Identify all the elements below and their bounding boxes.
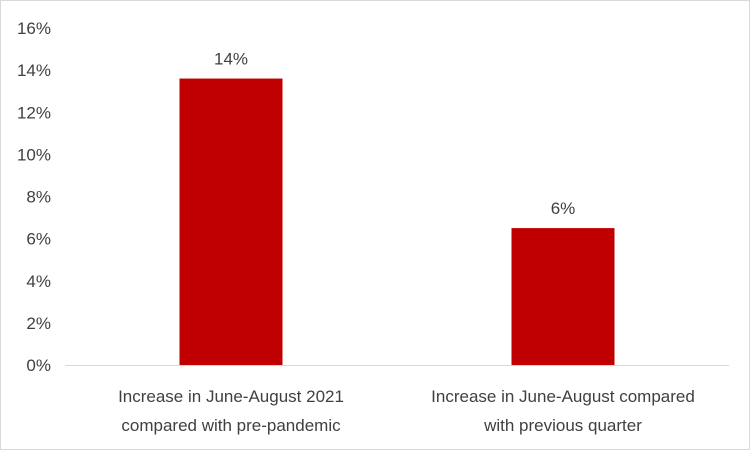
data-labels: 14% 6% — [214, 50, 575, 219]
y-tick-label: 8% — [26, 188, 51, 207]
y-tick-label: 10% — [17, 145, 51, 164]
y-tick-label: 6% — [26, 230, 51, 249]
bar — [179, 78, 283, 366]
y-axis-tick-labels: 0% 2% 4% 6% 8% 10% 12% 14% 16% — [17, 19, 51, 375]
category-label: Increase in June-August 2021 — [118, 387, 344, 406]
bar-data-label: 6% — [551, 199, 576, 218]
y-tick-label: 0% — [26, 356, 51, 375]
bars — [179, 78, 615, 366]
category-labels: Increase in June-August 2021 compared wit… — [118, 387, 695, 435]
bar-data-label: 14% — [214, 50, 248, 69]
y-tick-label: 12% — [17, 103, 51, 122]
category-label: compared with pre-pandemic — [121, 416, 341, 435]
category-label: with previous quarter — [483, 416, 642, 435]
bar — [511, 228, 615, 365]
category-label: Increase in June-August compared — [431, 387, 695, 406]
y-tick-label: 16% — [17, 19, 51, 38]
y-tick-label: 2% — [26, 314, 51, 333]
y-tick-label: 4% — [26, 272, 51, 291]
y-tick-label: 14% — [17, 61, 51, 80]
